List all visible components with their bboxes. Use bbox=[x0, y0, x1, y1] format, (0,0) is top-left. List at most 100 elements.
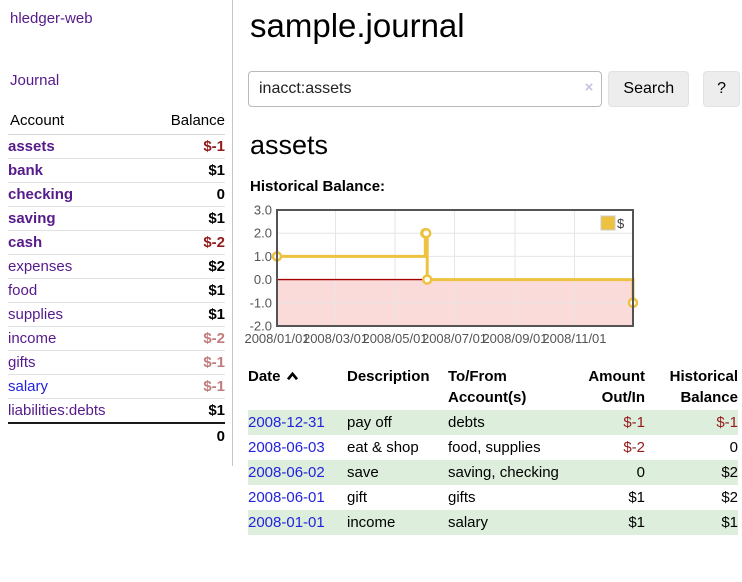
account-link-supplies[interactable]: supplies bbox=[8, 306, 64, 323]
transaction-amount: $-2 bbox=[623, 439, 645, 456]
account-row: saving $1 bbox=[8, 206, 225, 231]
sort-ascending-icon bbox=[286, 371, 298, 381]
svg-text:2.0: 2.0 bbox=[254, 226, 272, 241]
account-row: salary $-1 bbox=[8, 374, 225, 399]
account-link-liabilities-debts[interactable]: liabilities:debts bbox=[8, 402, 106, 419]
account-link-saving[interactable]: saving bbox=[8, 210, 56, 227]
account-link-cash[interactable]: cash bbox=[8, 234, 43, 251]
transaction-amount: $1 bbox=[628, 489, 645, 506]
register-header-date-label: Date bbox=[248, 368, 281, 385]
account-link-assets[interactable]: assets bbox=[8, 138, 55, 155]
svg-text:3.0: 3.0 bbox=[254, 203, 272, 218]
account-balance: $-2 bbox=[145, 230, 225, 255]
register-header-date[interactable]: Date bbox=[248, 364, 347, 410]
register-header-accounts-line2: Account(s) bbox=[448, 389, 527, 406]
register-header-row: Date Description To/From Account(s) Amou… bbox=[248, 364, 738, 410]
transaction-description: eat & shop bbox=[347, 439, 419, 456]
clear-search-icon[interactable]: × bbox=[584, 79, 594, 96]
svg-text:2008/05/01: 2008/05/01 bbox=[362, 331, 427, 346]
app-brand-link[interactable]: hledger-web bbox=[10, 10, 93, 27]
svg-text:2008/07/01: 2008/07/01 bbox=[422, 331, 487, 346]
account-balance: $2 bbox=[145, 254, 225, 279]
account-balance: $-1 bbox=[145, 134, 225, 159]
register-header-amount: Amount Out/In bbox=[560, 364, 645, 410]
accounts-total-value: 0 bbox=[145, 422, 225, 448]
account-row: expenses $2 bbox=[8, 254, 225, 279]
sidebar-item-journal[interactable]: Journal bbox=[10, 72, 60, 89]
sidebar: hledger-web Journal Account Balance asse… bbox=[0, 0, 233, 466]
page-title: sample.journal bbox=[250, 7, 465, 44]
account-balance: $-1 bbox=[145, 374, 225, 399]
table-row: 2008-06-02 save saving, checking 0 $2 bbox=[248, 460, 738, 485]
register-header-balance-line2: Balance bbox=[680, 389, 738, 406]
transaction-amount: 0 bbox=[636, 464, 645, 481]
accounts-header-balance: Balance bbox=[145, 109, 225, 135]
transaction-balance: $-1 bbox=[716, 414, 738, 431]
transaction-date-link[interactable]: 2008-06-03 bbox=[248, 439, 325, 456]
svg-text:2008/11/01: 2008/11/01 bbox=[542, 331, 606, 346]
svg-text:-1.0: -1.0 bbox=[250, 295, 272, 310]
transaction-amount: $1 bbox=[628, 514, 645, 531]
account-link-expenses[interactable]: expenses bbox=[8, 258, 73, 275]
search-button[interactable]: Search bbox=[608, 71, 690, 107]
table-row: 2008-12-31 pay off debts $-1 $-1 bbox=[248, 410, 738, 435]
account-row: checking 0 bbox=[8, 182, 225, 207]
chart-label: Historical Balance: bbox=[250, 178, 386, 195]
transaction-description: gift bbox=[347, 489, 368, 506]
account-link-gifts[interactable]: gifts bbox=[8, 354, 36, 371]
search-help-button[interactable]: ? bbox=[703, 71, 740, 107]
transaction-accounts: gifts bbox=[448, 489, 476, 506]
accounts-total-row: 0 bbox=[8, 422, 225, 448]
transaction-date-link[interactable]: 2008-06-01 bbox=[248, 489, 325, 506]
register-header-description: Description bbox=[347, 368, 430, 385]
account-balance: $-2 bbox=[145, 326, 225, 351]
register-header-amount-line1: Amount bbox=[588, 368, 645, 385]
transaction-amount: $-1 bbox=[623, 414, 645, 431]
account-link-checking[interactable]: checking bbox=[8, 186, 74, 203]
svg-text:-2.0: -2.0 bbox=[250, 319, 272, 334]
main-content: sample.journal × Search ? assets Histori… bbox=[244, 0, 740, 535]
register-table: Date Description To/From Account(s) Amou… bbox=[248, 364, 738, 535]
transaction-accounts: food, supplies bbox=[448, 439, 541, 456]
account-link-bank[interactable]: bank bbox=[8, 162, 44, 179]
search-bar: × Search ? bbox=[248, 71, 740, 107]
svg-text:$: $ bbox=[617, 216, 625, 231]
account-link-income[interactable]: income bbox=[8, 330, 57, 347]
svg-text:1.0: 1.0 bbox=[254, 249, 272, 264]
accounts-table: Account Balance assets $-1 bank $1 check… bbox=[8, 109, 225, 448]
svg-text:2008/01/01: 2008/01/01 bbox=[244, 331, 309, 346]
transaction-accounts: salary bbox=[448, 514, 489, 531]
account-balance: $1 bbox=[145, 278, 225, 303]
transaction-balance: $2 bbox=[721, 464, 738, 481]
transaction-description: save bbox=[347, 464, 379, 481]
transaction-accounts: saving, checking bbox=[448, 464, 559, 481]
accounts-table-header-row: Account Balance bbox=[8, 109, 225, 135]
account-balance: $1 bbox=[145, 302, 225, 327]
search-input[interactable] bbox=[248, 71, 603, 107]
transaction-balance: $2 bbox=[721, 489, 738, 506]
table-row: 2008-06-01 gift gifts $1 $2 bbox=[248, 485, 738, 510]
register-header-accounts: To/From Account(s) bbox=[448, 364, 560, 410]
account-row: gifts $-1 bbox=[8, 350, 225, 375]
transaction-date-link[interactable]: 2008-12-31 bbox=[248, 414, 325, 431]
svg-text:2008/09/01: 2008/09/01 bbox=[482, 331, 547, 346]
account-heading: assets bbox=[250, 130, 329, 160]
register-header-balance-line1: Historical bbox=[669, 368, 738, 385]
transaction-balance: $1 bbox=[721, 514, 738, 531]
account-row: income $-2 bbox=[8, 326, 225, 351]
account-balance: $-1 bbox=[145, 350, 225, 375]
transaction-description: pay off bbox=[347, 414, 392, 431]
account-link-food[interactable]: food bbox=[8, 282, 38, 299]
account-row: assets $-1 bbox=[8, 134, 225, 159]
register-header-balance: Historical Balance bbox=[645, 364, 738, 410]
account-row: food $1 bbox=[8, 278, 225, 303]
transaction-balance: 0 bbox=[729, 439, 738, 456]
transaction-date-link[interactable]: 2008-01-01 bbox=[248, 514, 325, 531]
transaction-description: income bbox=[347, 514, 396, 531]
transaction-date-link[interactable]: 2008-06-02 bbox=[248, 464, 325, 481]
accounts-header-account: Account bbox=[8, 109, 146, 135]
table-row: 2008-01-01 income salary $1 $1 bbox=[248, 510, 738, 535]
historical-balance-chart: $3.0 2.0 1.0 0.0 -1.0 -2.02008/01/012008/03/0… bbox=[244, 203, 639, 346]
account-link-salary[interactable]: salary bbox=[8, 378, 49, 395]
account-row: cash $-2 bbox=[8, 230, 225, 255]
